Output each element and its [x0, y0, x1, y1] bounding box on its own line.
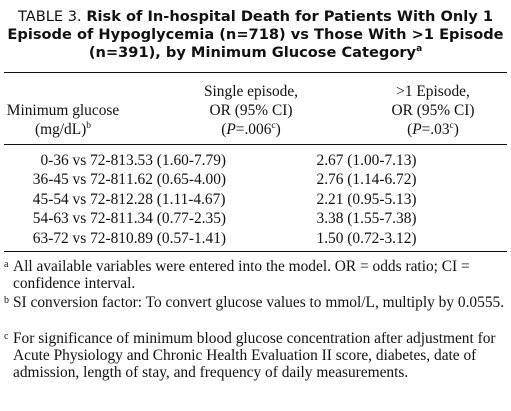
header-col0-line2: (mg/dL)b	[4, 120, 122, 139]
table-row: 54-63 vs 72-81 1.34 (0.77-2.35) 3.38 (1.…	[4, 209, 507, 228]
header-col0-unit: (mg/dL)	[34, 121, 87, 138]
cell-single: 3.53 (1.60-7.79)	[126, 152, 227, 169]
table-row: 63-72 vs 72-81 0.89 (0.57-1.41) 1.50 (0.…	[4, 229, 507, 248]
header-multiple-episode: >1 Episode, OR (95% CI) (P=.03c)	[368, 82, 498, 139]
header-col0-line1: Minimum glucose	[6, 102, 120, 119]
table-label: TABLE 3.	[17, 8, 82, 25]
bottom-rule	[4, 251, 507, 252]
table-row: 0-36 vs 72-81 3.53 (1.60-7.79) 2.67 (1.0…	[4, 151, 507, 170]
data-table: 0-36 vs 72-81 3.53 (1.60-7.79) 2.67 (1.0…	[4, 151, 507, 248]
top-rule	[4, 72, 507, 73]
header-minimum-glucose: Minimum glucose (mg/dL)b	[4, 101, 122, 139]
table-row: 45-54 vs 72-81 2.28 (1.11-4.67) 2.21 (0.…	[4, 190, 507, 209]
cell-single: 1.62 (0.65-4.00)	[126, 171, 227, 189]
header-col2-line2: OR (95% CI)	[391, 102, 475, 119]
cell-multiple: 2.21 (0.95-5.13)	[316, 190, 417, 208]
header-col1-p-value: =.006	[235, 121, 272, 138]
table-row: 36-45 vs 72-81 1.62 (0.65-4.00) 2.76 (1.…	[4, 170, 507, 189]
footnote-a-mark: a	[4, 259, 9, 270]
header-col1-p-label: P	[226, 121, 236, 138]
footnote-a-text: All available variables were entered int…	[13, 258, 470, 292]
header-col1-line2: OR (95% CI)	[209, 102, 293, 119]
cell-multiple: 2.76 (1.14-6.72)	[316, 171, 417, 189]
header-single-episode: Single episode, OR (95% CI) (P=.006c)	[186, 82, 316, 139]
title-footnote-mark: a	[416, 44, 423, 55]
cell-category: 54-63 vs 72-81	[32, 210, 126, 228]
table-title: TABLE 3. Risk of In-hospital Death for P…	[4, 8, 507, 62]
header-col1-p: (P=.006c)	[221, 120, 281, 138]
cell-category: 0-36 vs 72-81	[40, 152, 127, 169]
footnote-c-text: For significance of minimum blood glucos…	[13, 330, 496, 381]
table-title-text: Risk of In-hospital Death for Patients W…	[7, 8, 504, 61]
cell-single: 1.34 (0.77-2.35)	[126, 210, 227, 228]
header-col0-mark: b	[86, 120, 92, 131]
header-col1-line1: Single episode,	[203, 83, 299, 100]
cell-single: 0.89 (0.57-1.41)	[126, 229, 227, 247]
footnote-b-mark: b	[4, 295, 9, 306]
header-col1-mark: c	[271, 120, 276, 131]
cell-multiple: 1.50 (0.72-3.12)	[316, 229, 417, 247]
footnote-c-mark: c	[4, 331, 9, 342]
header-col2-p-value: =.03	[421, 121, 450, 138]
header-rule	[4, 144, 507, 145]
cell-single: 2.28 (1.11-4.67)	[126, 190, 226, 208]
header-col2-mark: c	[449, 120, 454, 131]
header-col2-line1: >1 Episode,	[396, 83, 470, 100]
cell-category: 36-45 vs 72-81	[32, 171, 126, 189]
cell-multiple: 3.38 (1.55-7.38)	[316, 210, 417, 228]
cell-category: 45-54 vs 72-81	[32, 190, 126, 208]
header-col2-p-label: P	[412, 121, 422, 138]
footnote-a: a All available variables were entered i…	[4, 258, 507, 292]
cell-multiple: 2.67 (1.00-7.13)	[316, 152, 417, 169]
footnote-b: b SI conversion factor: To convert gluco…	[4, 294, 507, 311]
header-col2-p: (P=.03c)	[407, 120, 459, 138]
footnote-c: c For significance of minimum blood gluc…	[4, 330, 507, 381]
cell-category: 63-72 vs 72-81	[32, 229, 126, 247]
footnote-b-text: SI conversion factor: To convert glucose…	[13, 294, 505, 311]
